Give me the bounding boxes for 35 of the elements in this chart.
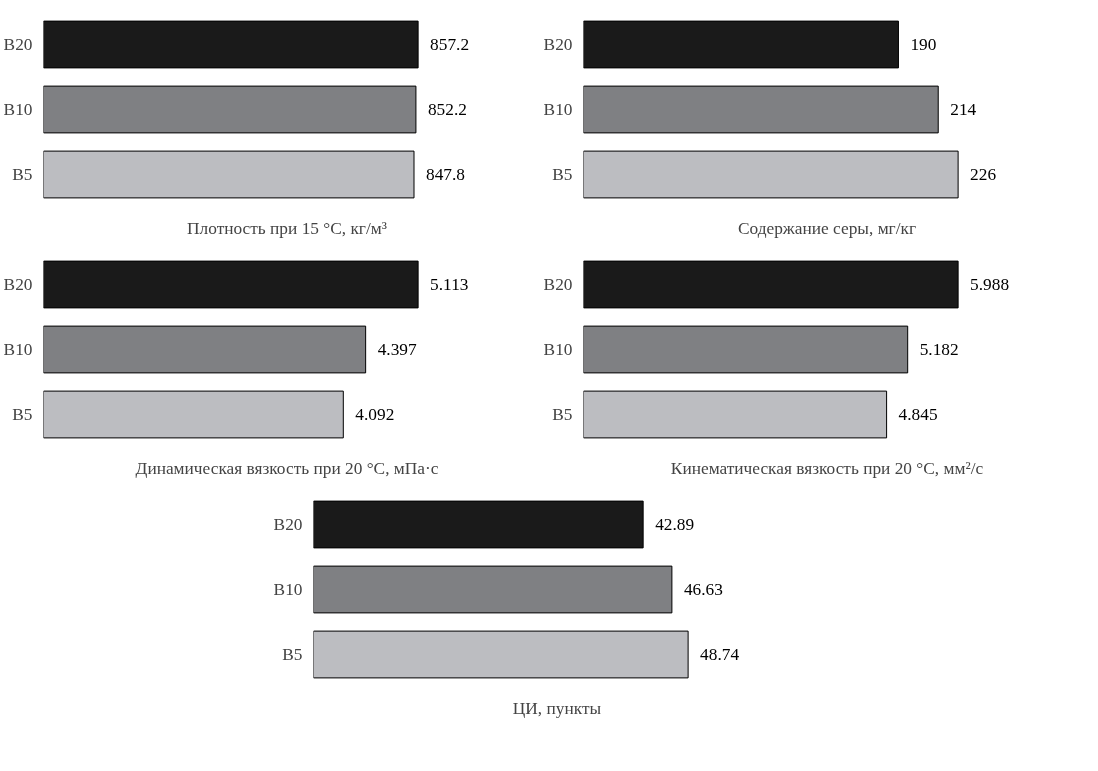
y-tick-label: B5 <box>552 405 573 424</box>
data-label: 42.89 <box>655 515 695 534</box>
x-axis-title: ЦИ, пункты <box>512 698 602 718</box>
data-label: 4.092 <box>355 405 395 424</box>
data-label: 226 <box>970 165 997 184</box>
data-label: 214 <box>950 100 977 119</box>
y-tick-label: B5 <box>12 165 33 184</box>
data-label: 4.845 <box>898 405 938 424</box>
data-label: 46.63 <box>683 580 723 599</box>
y-tick-label: B20 <box>3 275 33 294</box>
data-label: 847.8 <box>426 165 466 184</box>
data-label: 190 <box>910 35 937 54</box>
y-tick-label: B5 <box>552 165 573 184</box>
x-axis-title: Плотность при 15 °C, кг/м³ <box>187 218 387 238</box>
y-tick-label: B10 <box>543 100 573 119</box>
y-tick-label: B5 <box>282 645 303 664</box>
x-axis-title: Кинематическая вязкость при 20 °C, мм²/с <box>670 458 984 478</box>
data-label: 5.182 <box>919 340 959 359</box>
y-tick-label: B10 <box>543 340 573 359</box>
y-tick-label: B20 <box>273 515 303 534</box>
data-label: 5.113 <box>430 275 469 294</box>
y-tick-label: B10 <box>3 340 33 359</box>
y-tick-label: B10 <box>3 100 33 119</box>
x-axis-title: Динамическая вязкость при 20 °C, мПа·с <box>135 458 439 478</box>
data-label: 857.2 <box>430 35 470 54</box>
y-tick-label: B5 <box>12 405 33 424</box>
data-label: 5.988 <box>970 275 1010 294</box>
data-label: 852.2 <box>427 100 467 119</box>
data-label: 4.397 <box>377 340 417 359</box>
data-label: 48.74 <box>700 645 740 664</box>
y-tick-label: B20 <box>543 35 573 54</box>
y-tick-label: B10 <box>273 580 303 599</box>
y-tick-label: B20 <box>543 275 573 294</box>
y-tick-label: B20 <box>3 35 33 54</box>
x-axis-title: Содержание серы, мг/кг <box>737 218 917 238</box>
